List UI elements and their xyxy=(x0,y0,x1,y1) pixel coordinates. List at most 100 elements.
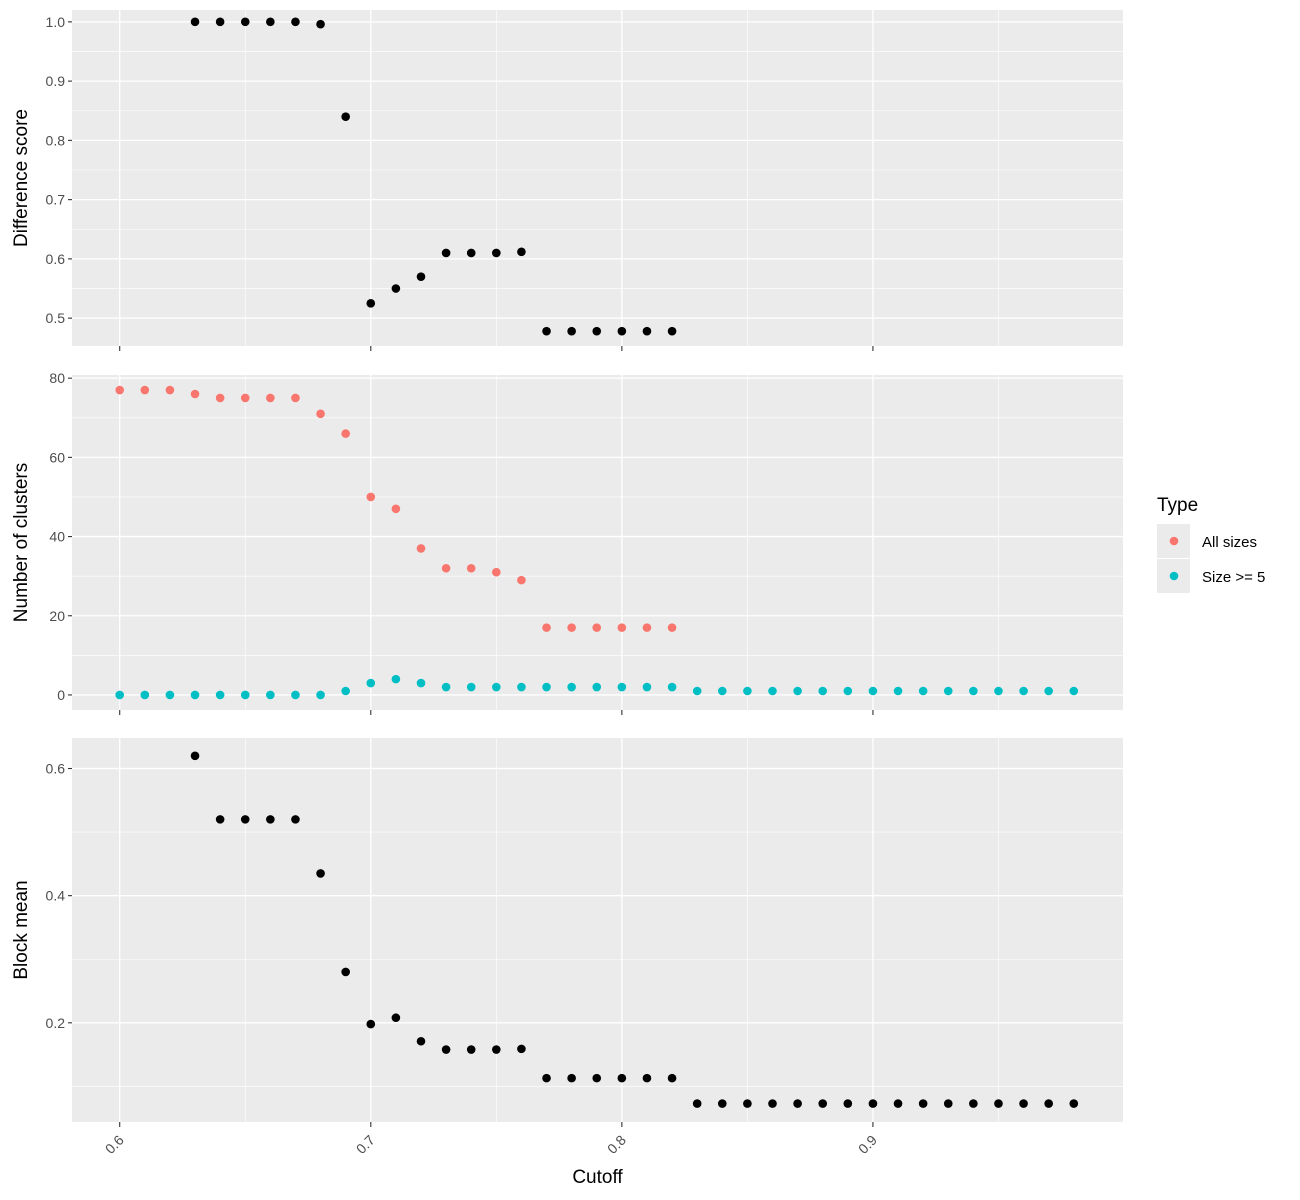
y-tick-label: 80 xyxy=(49,370,65,386)
data-point xyxy=(115,385,125,395)
data-point xyxy=(416,272,426,281)
data-point xyxy=(994,1099,1003,1108)
data-point xyxy=(115,690,125,700)
x-axis: 0.6 0.7 0.8 0.9 xyxy=(102,1132,880,1157)
data-point xyxy=(642,682,652,692)
data-point xyxy=(416,544,426,553)
data-point xyxy=(567,682,576,692)
series-2 xyxy=(115,674,1079,700)
data-point xyxy=(492,567,501,577)
data-point xyxy=(492,682,501,692)
data-point xyxy=(466,248,476,258)
series-1 xyxy=(190,17,677,336)
data-point xyxy=(291,393,300,403)
data-point xyxy=(190,17,200,27)
data-point xyxy=(592,326,602,336)
data-point xyxy=(818,686,828,696)
data-point xyxy=(140,690,150,700)
panel-background xyxy=(72,738,1123,1122)
data-point xyxy=(542,326,551,336)
data-point xyxy=(391,284,401,293)
data-point xyxy=(316,690,325,700)
chart-panels: 0.5 0.6 0.7 0.8 0.9 1.0 Difference score 0 20 40 6… xyxy=(11,10,1123,1127)
data-point xyxy=(190,690,200,700)
data-point xyxy=(692,1099,702,1108)
y-tick-label: 0.8 xyxy=(46,132,66,148)
data-point xyxy=(793,1099,802,1108)
data-point xyxy=(366,1019,376,1029)
data-point xyxy=(517,1044,526,1054)
data-point xyxy=(316,869,325,878)
data-point xyxy=(617,1073,627,1083)
data-point xyxy=(918,686,928,696)
data-point xyxy=(818,1099,828,1108)
data-point xyxy=(1019,1099,1028,1108)
data-point xyxy=(717,1099,727,1108)
data-point xyxy=(969,686,978,696)
data-point xyxy=(266,815,275,824)
y-tick-label: 40 xyxy=(49,529,65,545)
y-axis-title: Number of clusters xyxy=(11,463,32,622)
data-point xyxy=(918,1099,928,1108)
data-point xyxy=(542,623,551,632)
data-point xyxy=(266,17,275,27)
data-point xyxy=(768,686,777,696)
x-axis-title: Cutoff xyxy=(572,1167,623,1188)
data-point xyxy=(215,17,225,27)
data-point xyxy=(642,1073,652,1083)
y-tick-label: 0.5 xyxy=(46,310,66,326)
data-point xyxy=(441,248,451,258)
data-point xyxy=(492,1045,501,1054)
data-point xyxy=(667,682,677,692)
data-point xyxy=(567,623,576,632)
data-point xyxy=(517,575,526,585)
data-point xyxy=(843,686,853,696)
data-point xyxy=(542,682,551,692)
data-point xyxy=(943,1099,953,1108)
data-point xyxy=(617,326,627,336)
data-point xyxy=(592,1073,602,1083)
data-point xyxy=(341,429,350,438)
data-point xyxy=(667,1073,677,1083)
data-point xyxy=(416,678,426,688)
legend-key xyxy=(1169,536,1179,546)
data-point xyxy=(1019,686,1028,696)
x-tick-label: 0.7 xyxy=(353,1132,378,1157)
data-point xyxy=(567,326,576,336)
data-point xyxy=(592,682,602,692)
data-point xyxy=(366,492,376,502)
panel-3: 0.2 0.4 0.6 Block mean xyxy=(11,738,1123,1127)
data-point xyxy=(215,815,225,824)
data-point xyxy=(642,623,652,632)
data-point xyxy=(240,393,250,403)
data-point xyxy=(190,389,200,399)
data-point xyxy=(441,1045,451,1054)
data-point xyxy=(291,815,300,824)
legend-title: Type xyxy=(1157,495,1198,516)
data-point xyxy=(1044,686,1053,696)
y-tick-label: 0 xyxy=(57,687,65,703)
data-point xyxy=(441,563,451,573)
data-point xyxy=(692,686,702,696)
series-1 xyxy=(115,385,677,632)
legend: Type All sizes Size >= 5 xyxy=(1157,495,1265,593)
y-axis-title: Block mean xyxy=(11,880,32,979)
data-point xyxy=(617,623,627,632)
y-tick-label: 0.2 xyxy=(46,1015,66,1031)
data-point xyxy=(717,686,727,696)
y-tick-label: 60 xyxy=(49,449,65,465)
series-1 xyxy=(190,751,1079,1108)
data-point xyxy=(492,248,501,258)
data-point xyxy=(165,385,175,395)
data-point xyxy=(441,682,451,692)
data-point xyxy=(391,1013,401,1023)
data-point xyxy=(416,1036,426,1046)
data-point xyxy=(466,563,476,573)
data-point xyxy=(316,19,325,29)
data-point xyxy=(868,1099,878,1108)
data-point xyxy=(341,112,350,121)
data-point xyxy=(642,326,652,336)
data-point xyxy=(868,686,878,696)
data-point xyxy=(592,623,602,632)
